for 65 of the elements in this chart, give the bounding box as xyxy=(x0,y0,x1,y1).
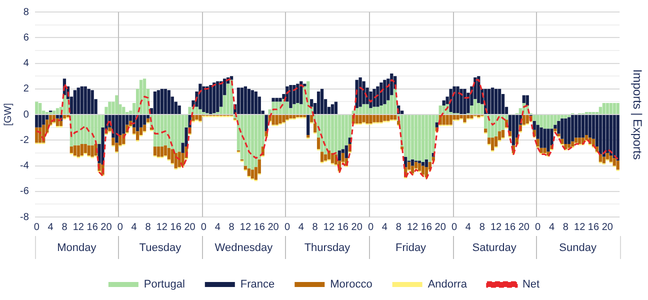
text: Wednesday xyxy=(214,242,274,254)
x-tick-label: 16 xyxy=(86,222,98,233)
x-tick-label: 8 xyxy=(62,222,68,233)
x-tick-label: 20 xyxy=(602,222,614,233)
x-tick-label: 12 xyxy=(240,222,252,233)
legend-label: France xyxy=(240,278,275,291)
legend-label: Morocco xyxy=(330,278,372,291)
x-tick-label: 16 xyxy=(337,222,349,233)
x-tick-label: 0 xyxy=(452,222,458,233)
legend-label: Portugal xyxy=(144,278,185,291)
x-tick-label: 4 xyxy=(131,222,138,233)
x-tick-label: 20 xyxy=(184,222,196,233)
x-tick-label: 16 xyxy=(254,222,266,233)
y-tick-label: 4 xyxy=(23,58,30,69)
x-tick-label: 16 xyxy=(420,222,432,233)
x-tick-label: 0 xyxy=(117,222,124,233)
x-tick-label: 0 xyxy=(368,222,374,233)
x-tick-label: 20 xyxy=(518,222,530,233)
x-tick-label: 0 xyxy=(284,222,290,233)
text: Thursday xyxy=(304,242,351,254)
x-tick-label: 4 xyxy=(548,222,555,233)
x-tick-label: 20 xyxy=(434,222,446,233)
legend-label: Net xyxy=(522,278,540,291)
x-tick-label: 20 xyxy=(268,222,280,233)
legend-label: Andorra xyxy=(428,278,468,291)
x-tick-label: 0 xyxy=(200,222,207,233)
x-tick-label: 0 xyxy=(34,222,40,233)
y-tick-label: -6 xyxy=(20,186,30,198)
x-tick-label: 4 xyxy=(214,222,221,233)
y-tick-label: 6 xyxy=(23,32,30,44)
x-tick-label: 4 xyxy=(298,222,304,233)
x-tick-label: 12 xyxy=(574,222,586,233)
x-tick-label: 12 xyxy=(156,222,168,233)
x-tick-label: 4 xyxy=(48,222,54,233)
x-tick-label: 8 xyxy=(228,222,235,233)
y-tick-label: -8 xyxy=(20,212,30,223)
x-tick-label: 16 xyxy=(504,222,516,233)
text: Saturday xyxy=(472,242,517,254)
y-axis-title: [GW] xyxy=(2,102,14,126)
x-tick-label: 20 xyxy=(351,222,363,233)
x-tick-label: 16 xyxy=(170,222,182,233)
y-tick-label: -2 xyxy=(20,134,30,146)
text: Sunday xyxy=(559,242,597,254)
x-tick-label: 20 xyxy=(100,222,112,233)
x-tick-label: 8 xyxy=(312,222,318,233)
x-tick-label: 8 xyxy=(562,222,569,233)
x-tick-label: 4 xyxy=(465,222,472,233)
y-tick-label: 2 xyxy=(23,84,30,95)
x-tick-label: 12 xyxy=(323,222,335,233)
x-tick-label: 12 xyxy=(490,222,502,233)
x-tick-label: 12 xyxy=(406,222,419,233)
y-tick-label: 8 xyxy=(23,6,30,18)
y-tick-label: -4 xyxy=(20,160,30,172)
x-tick-label: 8 xyxy=(479,222,486,233)
x-tick-label: 16 xyxy=(588,222,600,233)
x-tick-label: 0 xyxy=(535,222,542,233)
text: Monday xyxy=(57,242,97,254)
y-tick-label: 0 xyxy=(23,109,30,120)
text: Friday xyxy=(395,242,427,254)
x-tick-label: 8 xyxy=(396,222,402,233)
y2-axis-title: Imports | Exports xyxy=(630,69,644,160)
x-tick-label: 12 xyxy=(72,222,84,233)
x-tick-label: 4 xyxy=(382,222,388,233)
x-tick-label: 8 xyxy=(145,222,152,233)
text: Tuesday xyxy=(139,242,182,254)
